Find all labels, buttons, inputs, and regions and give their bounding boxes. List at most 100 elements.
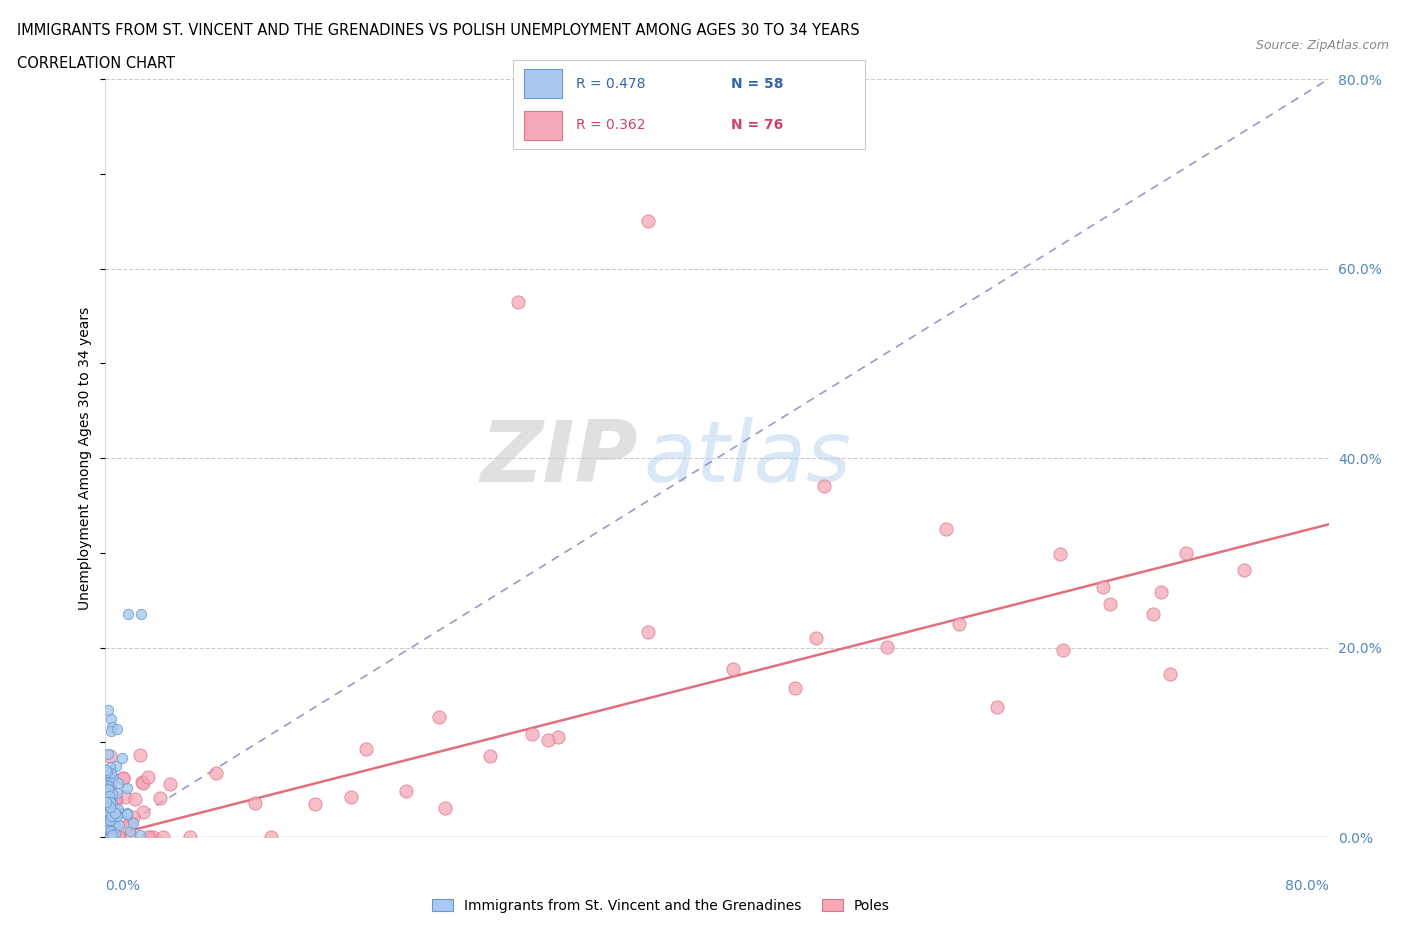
Text: 0.0%: 0.0% [105, 879, 141, 893]
Point [117, 806, 139, 821]
Point [245, 796, 267, 811]
Point [434, 801, 457, 816]
Legend: Immigrants from St. Vincent and the Grenadines, Poles: Immigrants from St. Vincent and the Gren… [426, 894, 896, 919]
Point [304, 796, 326, 811]
Point [96, 747, 118, 762]
Point [107, 830, 129, 844]
Y-axis label: Unemployment Among Ages 30 to 34 years: Unemployment Among Ages 30 to 34 years [79, 306, 93, 610]
Point [96, 799, 118, 814]
Point [136, 770, 159, 785]
Point [1175, 545, 1198, 560]
Point [96, 764, 118, 779]
Point [100, 809, 122, 824]
Point [120, 814, 142, 829]
Point [142, 830, 165, 844]
Point [104, 758, 127, 773]
Point [98, 768, 121, 783]
Point [159, 777, 181, 791]
Point [101, 769, 124, 784]
Point [100, 724, 122, 738]
Point [547, 729, 569, 744]
Point [100, 766, 122, 781]
Point [876, 639, 898, 654]
Point [101, 828, 124, 843]
Point [117, 807, 139, 822]
Point [149, 790, 172, 805]
Point [98, 804, 121, 819]
Point [637, 214, 659, 229]
Point [395, 783, 418, 798]
Point [813, 479, 835, 494]
Point [132, 804, 155, 819]
Text: 80.0%: 80.0% [1285, 879, 1329, 893]
Point [98, 749, 121, 764]
FancyBboxPatch shape [523, 111, 562, 140]
Point [948, 617, 970, 631]
Point [537, 733, 560, 748]
Point [97, 816, 120, 830]
Point [104, 790, 127, 805]
Point [107, 776, 129, 790]
Text: CORRELATION CHART: CORRELATION CHART [17, 56, 174, 71]
Point [104, 827, 127, 842]
Point [111, 770, 134, 785]
Point [721, 661, 744, 676]
Point [1049, 547, 1071, 562]
Point [101, 809, 124, 824]
Point [131, 775, 153, 790]
Point [97, 830, 120, 844]
Point [935, 522, 957, 537]
Point [122, 816, 145, 830]
Point [100, 824, 122, 839]
Point [121, 810, 143, 825]
Point [129, 828, 152, 843]
Point [340, 790, 363, 804]
Point [129, 607, 152, 622]
Point [100, 830, 122, 844]
Point [115, 780, 138, 795]
Point [107, 802, 129, 817]
Text: R = 0.478: R = 0.478 [576, 77, 645, 91]
Point [136, 830, 159, 844]
Point [637, 624, 659, 639]
Point [97, 823, 120, 838]
Point [1099, 597, 1122, 612]
Point [96, 830, 118, 844]
Point [101, 803, 124, 817]
Point [98, 813, 121, 828]
Point [1159, 667, 1181, 682]
Text: Source: ZipAtlas.com: Source: ZipAtlas.com [1256, 39, 1389, 52]
Point [96, 794, 118, 809]
Point [98, 828, 121, 843]
Text: N = 58: N = 58 [731, 77, 783, 91]
Point [110, 805, 132, 820]
Point [508, 294, 530, 309]
Point [98, 830, 121, 844]
Point [98, 800, 121, 815]
Point [1233, 563, 1256, 578]
Point [96, 814, 118, 829]
Point [152, 830, 174, 844]
Point [97, 805, 120, 820]
Point [96, 824, 118, 839]
Point [100, 711, 122, 726]
Text: ZIP: ZIP [479, 417, 637, 499]
Point [97, 830, 120, 844]
Point [98, 783, 121, 798]
Point [101, 720, 124, 735]
Point [97, 782, 120, 797]
Text: atlas: atlas [644, 417, 852, 499]
Point [1142, 606, 1164, 621]
Point [98, 789, 121, 804]
Point [986, 699, 1008, 714]
Point [520, 726, 543, 741]
Point [139, 830, 162, 844]
Point [783, 681, 806, 696]
Point [179, 830, 201, 844]
Point [96, 830, 118, 844]
Point [105, 808, 128, 823]
Point [104, 792, 127, 807]
Point [96, 763, 118, 777]
Point [96, 791, 118, 806]
Point [124, 791, 146, 806]
